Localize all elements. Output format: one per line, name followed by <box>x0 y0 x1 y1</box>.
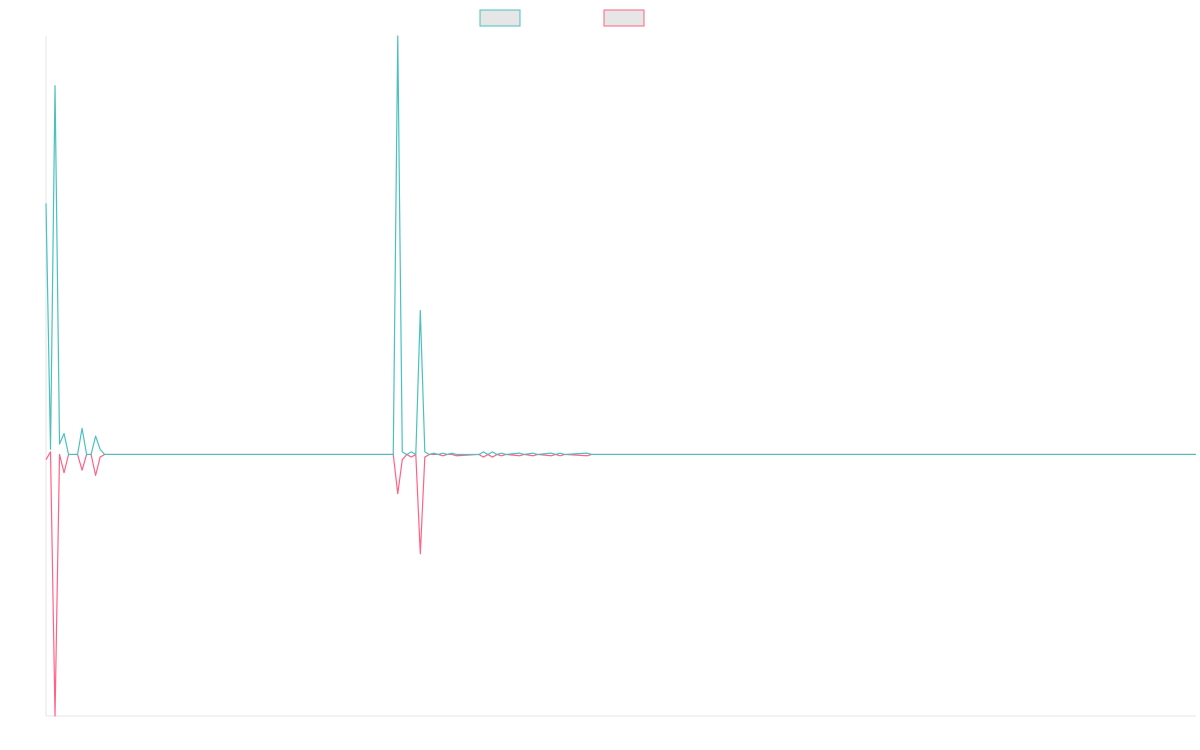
legend-swatch-2[interactable] <box>603 9 645 27</box>
series-line-2 <box>45 451 1196 717</box>
chart-axes <box>45 36 1196 717</box>
chart-legend[interactable] <box>479 9 645 27</box>
series-line-1 <box>45 35 1196 456</box>
legend-swatch-1[interactable] <box>479 9 521 27</box>
plot-area <box>45 35 1196 717</box>
